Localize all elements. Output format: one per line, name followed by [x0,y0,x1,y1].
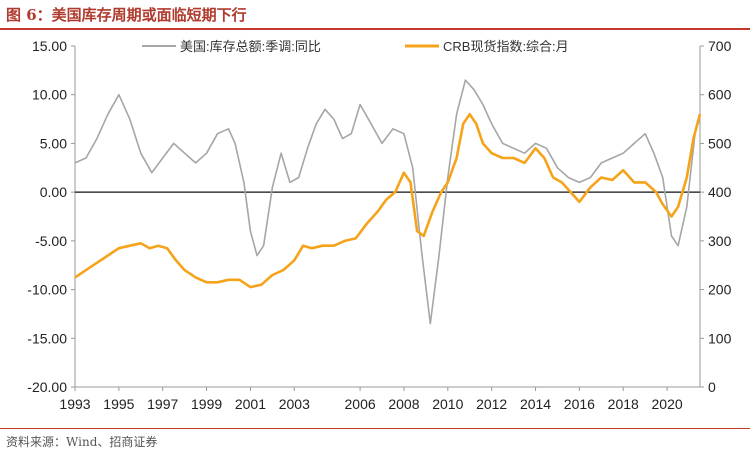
right-tick-label: 200 [708,282,732,298]
x-tick-label: 2012 [476,396,507,412]
crb-index-line [74,112,702,289]
left-tick-label: -20.00 [27,379,67,395]
source-note: 资料来源：Wind、招商证券 [6,435,158,449]
left-tick-label: -10.00 [27,282,67,298]
x-tick-label: 1995 [103,396,134,412]
right-tick-label: 0 [708,379,716,395]
left-tick-label: 10.00 [32,87,67,103]
x-tick-label: 1993 [59,396,90,412]
x-tick-label: 2018 [608,396,639,412]
right-tick-label: 500 [708,135,732,151]
plot-area: 15.00 10.00 5.00 0.00 -5.00 -10.00 -15.00 -20.0… [27,38,731,412]
inventory-yoy-line [74,79,701,325]
legend-label: 美国:库存总额:季调:同比 [180,39,321,54]
legend-label: CRB现货指数:综合:月 [443,39,569,54]
chart: 15.00 10.00 5.00 0.00 -5.00 -10.00 -15.00 -20.0… [27,38,731,412]
source-bar: 资料来源：Wind、招商证券 [0,428,750,451]
left-tick-label: -15.00 [27,330,67,346]
x-tick-label: 2001 [235,396,266,412]
chart-title: 图 6：美国库存周期或面临短期下行 [6,6,247,24]
x-tick-label: 2008 [388,396,419,412]
left-tick-label: -5.00 [35,233,67,249]
right-tick-label: 100 [708,330,732,346]
x-tick-label: 1997 [147,396,178,412]
x-tick-label: 2006 [345,396,376,412]
right-tick-label: 600 [708,87,732,103]
x-tick-label: 1999 [191,396,222,412]
x-tick-label: 2020 [652,396,683,412]
right-tick-label: 300 [708,233,732,249]
x-tick-label: 2014 [520,396,551,412]
left-tick-label: 0.00 [40,184,67,200]
left-tick-label: 5.00 [40,135,67,151]
left-tick-label: 15.00 [32,38,67,54]
x-tick-label: 2016 [564,396,595,412]
x-tick-label: 2003 [279,396,310,412]
right-tick-label: 400 [708,184,732,200]
x-tick-label: 2010 [432,396,463,412]
right-tick-label: 700 [708,38,732,54]
title-bar: 图 6：美国库存周期或面临短期下行 [0,0,750,30]
